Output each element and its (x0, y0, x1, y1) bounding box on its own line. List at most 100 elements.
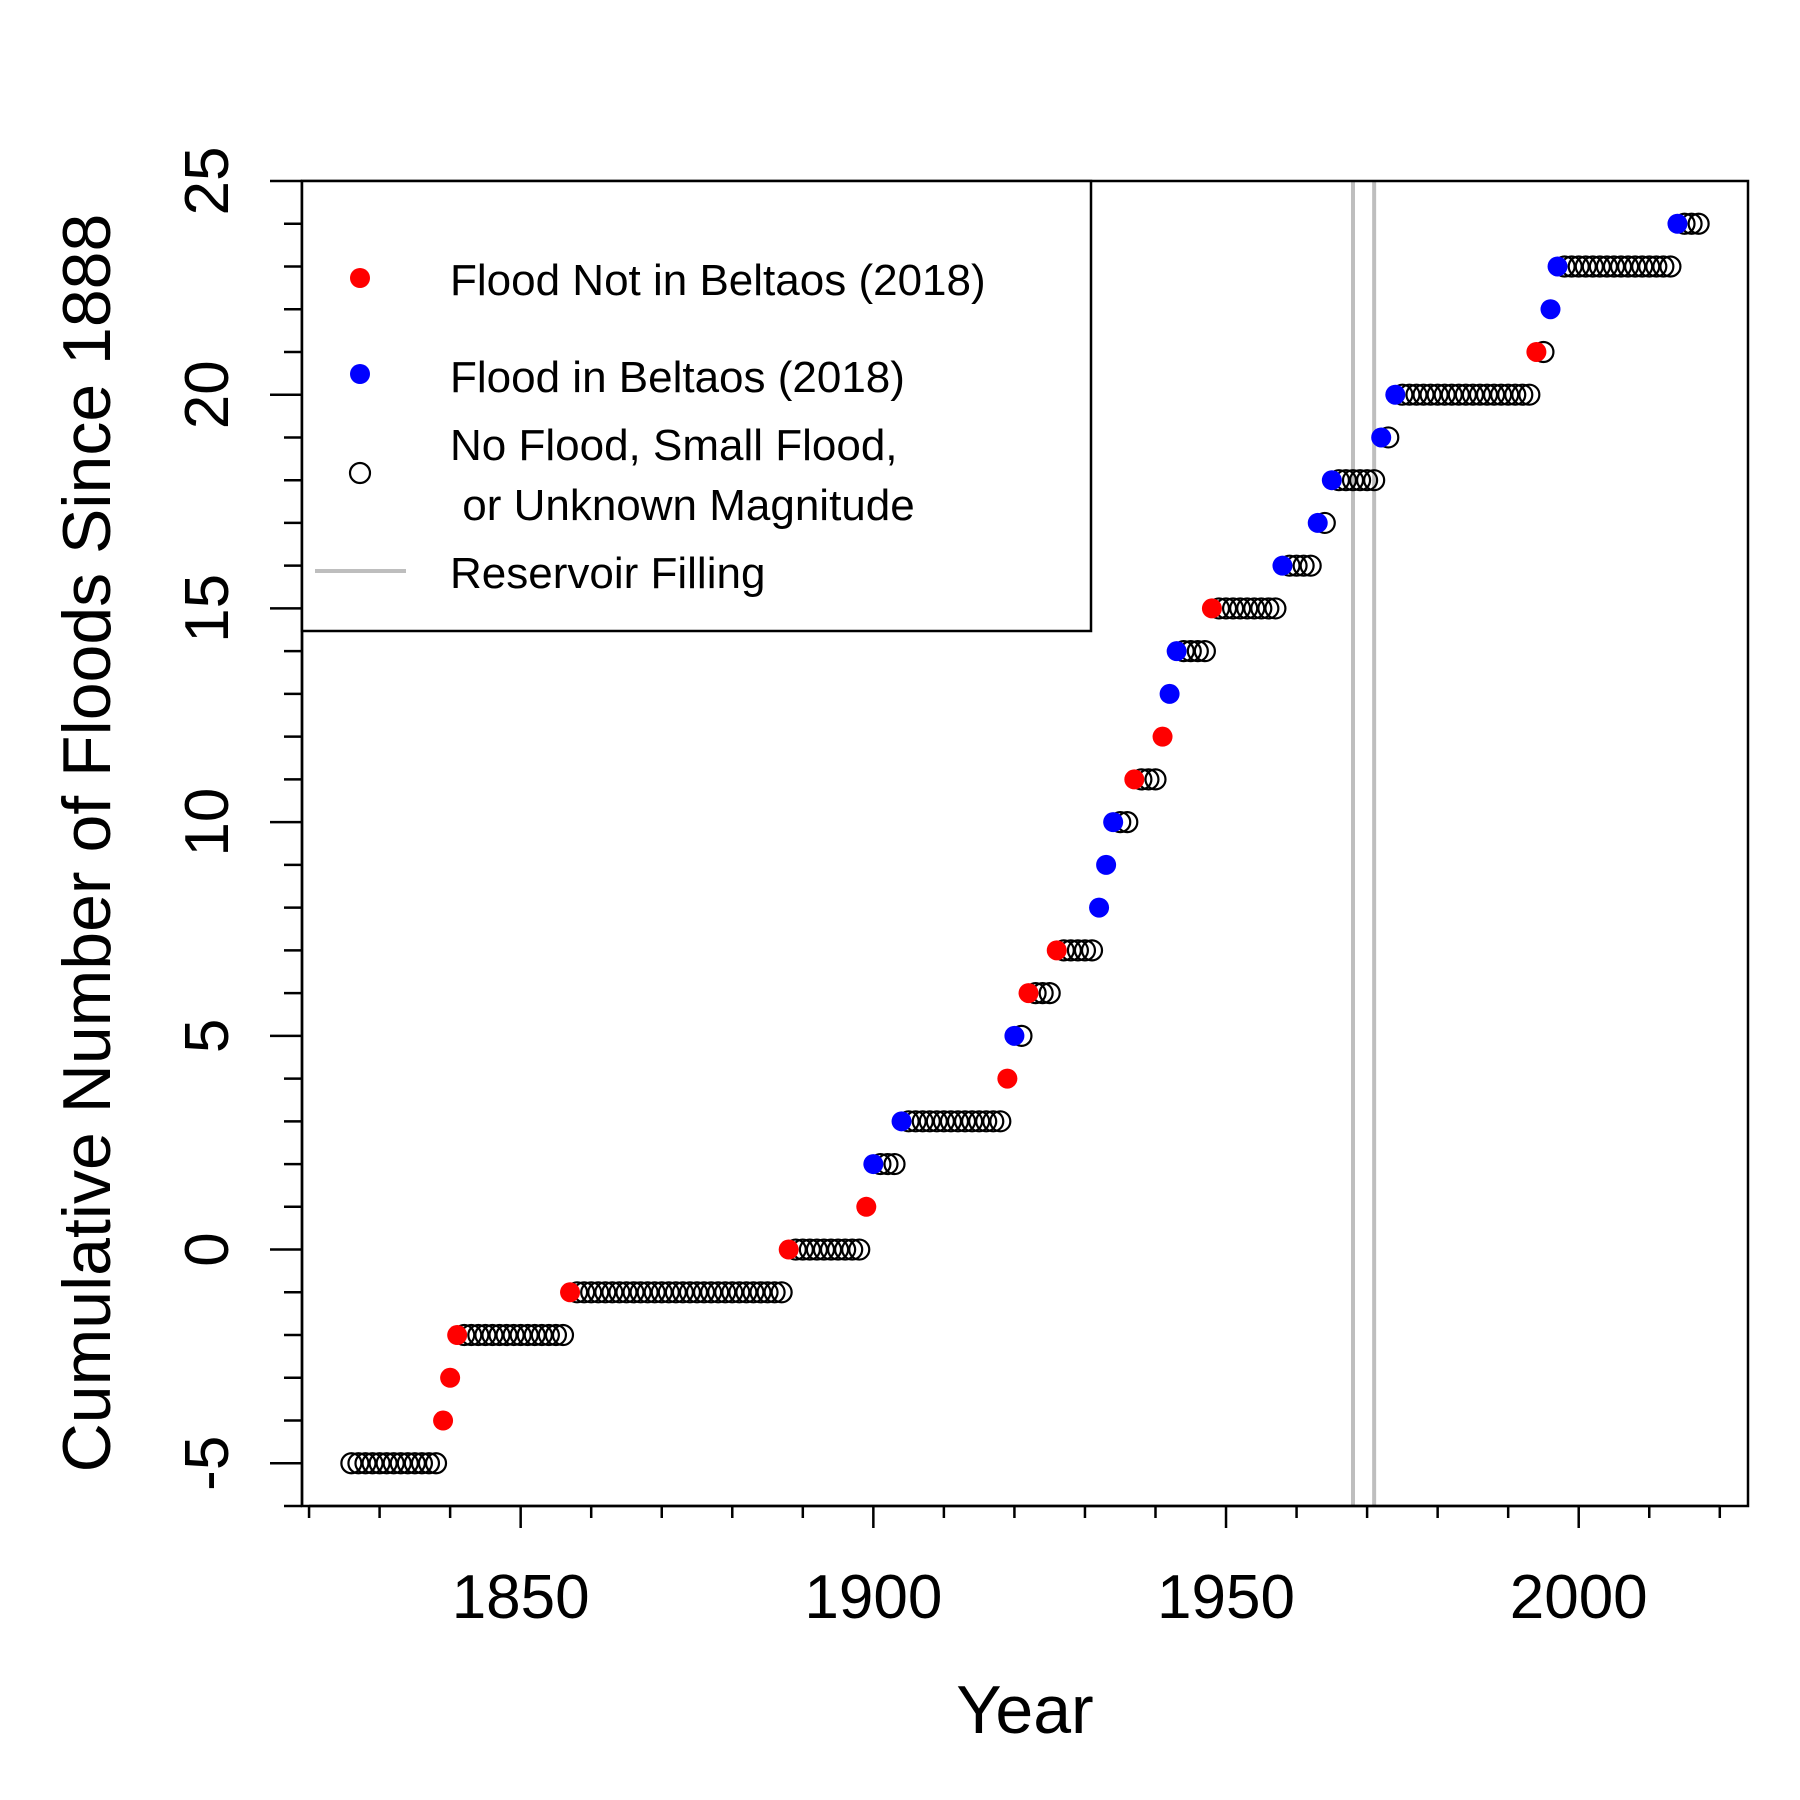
point-no-flood (530, 1323, 553, 1347)
y-tick-label: 5 (173, 1019, 242, 1053)
point-no-flood (1659, 255, 1682, 278)
point-no-flood (481, 1323, 504, 1347)
point-flood-not-in-beltaos (560, 1282, 581, 1303)
point-no-flood (1363, 469, 1386, 492)
legend-box (300, 179, 1093, 633)
y-axis: -5 0 5 10 15 20 25 (173, 147, 304, 1508)
point-no-flood (1066, 939, 1090, 962)
point-no-flood (1348, 469, 1372, 492)
point-no-flood (1426, 383, 1449, 406)
point-no-flood (1645, 255, 1668, 278)
point-no-flood (1412, 383, 1435, 406)
y-tick-label: -5 (173, 1436, 242, 1491)
point-no-flood (1631, 255, 1654, 278)
point-flood-in-beltaos (1096, 854, 1117, 875)
point-no-flood (1264, 597, 1287, 620)
point-no-flood (502, 1323, 525, 1347)
point-flood-not-in-beltaos (433, 1410, 454, 1431)
point-no-flood (728, 1281, 751, 1304)
point-no-flood (1490, 383, 1513, 406)
point-flood-in-beltaos (1103, 812, 1124, 833)
point-no-flood (1638, 255, 1661, 278)
point-no-flood (340, 1452, 363, 1475)
point-no-flood (883, 1152, 906, 1176)
point-no-flood (932, 1110, 955, 1133)
point-flood-in-beltaos (1667, 213, 1688, 234)
point-no-flood (410, 1452, 434, 1475)
y-tick-label: 10 (173, 788, 242, 857)
point-no-flood (1186, 640, 1209, 663)
data-points (340, 212, 1710, 1475)
point-no-flood (925, 1110, 948, 1133)
point-no-flood (375, 1452, 398, 1475)
point-no-flood (1504, 383, 1527, 406)
point-no-flood (700, 1281, 723, 1304)
point-no-flood (580, 1281, 603, 1304)
point-flood-in-beltaos (1159, 683, 1180, 704)
point-no-flood (1144, 768, 1167, 791)
point-flood-not-in-beltaos (1201, 598, 1222, 619)
point-no-flood (770, 1281, 793, 1304)
y-axis-title: Cumulative Number of Floods Since 1888 (49, 214, 125, 1473)
point-no-flood (939, 1110, 963, 1133)
point-no-flood (417, 1452, 441, 1475)
point-no-flood (742, 1281, 765, 1304)
y-tick-label: 0 (173, 1232, 242, 1266)
y-tick-label: 25 (173, 147, 242, 216)
point-no-flood (1038, 981, 1061, 1005)
point-no-flood (1292, 554, 1315, 577)
point-no-flood (361, 1452, 384, 1475)
point-no-flood (834, 1238, 857, 1261)
point-no-flood (1356, 469, 1379, 492)
point-no-flood (1461, 383, 1485, 406)
x-axis: 1850 1900 1950 2000 (307, 1504, 1722, 1632)
point-no-flood (1624, 255, 1647, 278)
point-no-flood (396, 1452, 419, 1475)
point-no-flood (848, 1238, 871, 1261)
point-flood-in-beltaos (1004, 1025, 1025, 1046)
point-no-flood (975, 1110, 998, 1133)
x-tick-label: 1900 (804, 1563, 942, 1632)
legend-marker-no-flood (348, 461, 372, 485)
point-flood-not-in-beltaos (778, 1239, 799, 1260)
point-no-flood (488, 1323, 511, 1347)
legend-label-in-beltaos: Flood in Beltaos (2018) (450, 353, 905, 402)
point-no-flood (953, 1110, 977, 1133)
point-no-flood (911, 1110, 934, 1133)
point-no-flood (1299, 554, 1322, 577)
point-no-flood (467, 1323, 490, 1347)
point-no-flood (551, 1323, 575, 1347)
point-no-flood (1574, 255, 1597, 278)
point-no-flood (692, 1281, 716, 1304)
point-no-flood (1405, 383, 1428, 406)
point-no-flood (1419, 383, 1442, 406)
point-no-flood (495, 1323, 518, 1347)
point-no-flood (424, 1452, 448, 1475)
point-no-flood (615, 1281, 638, 1304)
point-no-flood (798, 1238, 821, 1261)
point-no-flood (594, 1281, 617, 1304)
point-no-flood (714, 1281, 737, 1304)
legend-label-not-in-beltaos: Flood Not in Beltaos (2018) (450, 256, 986, 305)
point-no-flood (707, 1281, 730, 1304)
point-flood-in-beltaos (891, 1111, 912, 1132)
point-no-flood (1652, 255, 1675, 278)
point-no-flood (1454, 383, 1477, 406)
point-no-flood (1511, 383, 1534, 406)
point-no-flood (1567, 255, 1590, 278)
point-no-flood (841, 1238, 864, 1261)
point-no-flood (721, 1281, 744, 1304)
point-flood-in-beltaos (1307, 512, 1328, 533)
point-no-flood (509, 1323, 532, 1347)
point-no-flood (1433, 383, 1456, 406)
point-no-flood (763, 1281, 786, 1304)
legend-label-reservoir-filling: Reservoir Filling (450, 549, 765, 598)
point-no-flood (735, 1281, 758, 1304)
x-tick-label: 2000 (1510, 1563, 1648, 1632)
point-no-flood (389, 1452, 412, 1475)
legend: Flood Not in Beltaos (2018) Flood in Bel… (300, 179, 1093, 633)
point-no-flood (1616, 255, 1640, 278)
point-no-flood (1475, 383, 1499, 406)
point-no-flood (516, 1323, 539, 1347)
